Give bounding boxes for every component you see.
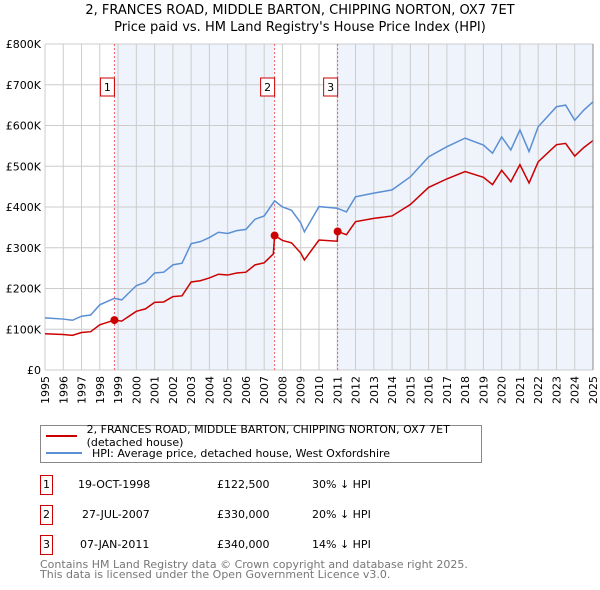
y-tick-label: £800K (6, 38, 42, 51)
y-tick-label: £700K (6, 79, 42, 92)
y-tick-label: £400K (6, 201, 42, 214)
sale-point (110, 316, 119, 325)
x-tick-label: 2008 (276, 376, 289, 404)
sale-label-box (323, 77, 339, 97)
sale-row: 1 19-OCT-1998 £122,500 30% ↓ HPI (40, 475, 440, 495)
x-tick-label: 1995 (39, 376, 52, 404)
x-tick-label: 2014 (386, 376, 399, 404)
x-tick-label: 2023 (550, 376, 563, 404)
sale-row: 2 27-JUL-2007 £330,000 20% ↓ HPI (40, 505, 440, 525)
hpi-line (44, 101, 594, 322)
x-tick-label: 2020 (496, 376, 509, 404)
x-tick-label: 2017 (441, 376, 454, 404)
x-tick-label: 2006 (240, 376, 253, 404)
sale-label: 2 (264, 81, 271, 94)
sale-hpi-diff: 30% ↓ HPI (312, 478, 371, 491)
x-tick-label: 2009 (295, 376, 308, 404)
x-tick-label: 2019 (477, 376, 490, 404)
x-tick-label: 2011 (331, 376, 344, 404)
y-tick-label: £300K (6, 242, 42, 255)
y-tick-label: £100K (6, 323, 42, 336)
sale-price: £340,000 (217, 538, 270, 551)
sale-date: 19-OCT-1998 (78, 478, 151, 491)
chart-subtitle: Price paid vs. HM Land Registry's House … (114, 20, 486, 35)
legend-item-hpi: HPI: Average price, detached house, West… (41, 445, 390, 461)
legend-label: 2, FRANCES ROAD, MIDDLE BARTON, CHIPPING… (86, 423, 450, 449)
sale-row: 3 07-JAN-2011 £340,000 14% ↓ HPI (40, 535, 440, 555)
sale-price: £122,500 (217, 478, 270, 491)
legend: 2, FRANCES ROAD, MIDDLE BARTON, CHIPPING… (40, 423, 482, 463)
x-tick-label: 1999 (112, 376, 125, 404)
property-price-line (44, 139, 594, 337)
sale-label-box (260, 77, 276, 97)
hpi-line-swatch (46, 452, 82, 454)
sale-date: 27-JUL-2007 (82, 508, 150, 521)
footer-licence: This data is licensed under the Open Gov… (40, 568, 391, 581)
x-tick-label: 2004 (203, 376, 216, 404)
sale-label: 1 (104, 81, 111, 94)
footer-copyright: Contains HM Land Registry data © Crown c… (40, 558, 468, 571)
sale-price: £330,000 (217, 508, 270, 521)
sale-label: 3 (327, 81, 334, 94)
y-tick-label: £200K (6, 283, 42, 296)
sale-point (333, 227, 342, 236)
x-tick-label: 1997 (76, 376, 89, 404)
x-tick-label: 2007 (258, 376, 271, 404)
x-tick-label: 2015 (404, 376, 417, 404)
x-tick-label: 2010 (313, 376, 326, 404)
x-tick-label: 2000 (130, 376, 143, 404)
x-tick-label: 2003 (185, 376, 198, 404)
x-tick-label: 2005 (222, 376, 235, 404)
x-tick-label: 2002 (167, 376, 180, 404)
x-tick-label: 2001 (149, 376, 162, 404)
y-tick-label: £0 (27, 364, 41, 377)
x-tick-label: 2025 (587, 376, 600, 404)
price-chart: 1995 1996 1997 1998 1999 2000 2001 2002 2003 2004… (6, 38, 600, 404)
x-tick-label: 2016 (423, 376, 436, 404)
x-tick-label: 2021 (514, 376, 527, 404)
sale-hpi-diff: 14% ↓ HPI (312, 538, 371, 551)
sale-hpi-diff: 20% ↓ HPI (312, 508, 371, 521)
legend-item-property: 2, FRANCES ROAD, MIDDLE BARTON, CHIPPING… (41, 423, 481, 449)
x-tick-label: 2018 (459, 376, 472, 404)
x-tick-label: 1996 (57, 376, 70, 404)
x-tick-label: 2013 (368, 376, 381, 404)
y-tick-label: £500K (6, 160, 42, 173)
sale-point (270, 231, 279, 240)
footer: Contains HM Land Registry data © Crown c… (40, 558, 468, 581)
chart-title: 2, FRANCES ROAD, MIDDLE BARTON, CHIPPING… (85, 3, 515, 18)
y-tick-label: £600K (6, 120, 42, 133)
sale-badge: 2 (40, 505, 53, 525)
x-tick-label: 2012 (350, 376, 363, 404)
x-tick-label: 2022 (532, 376, 545, 404)
sale-badge: 1 (40, 475, 53, 495)
sale-date: 07-JAN-2011 (80, 538, 150, 551)
x-tick-label: 1998 (94, 376, 107, 404)
property-line-swatch (46, 435, 77, 437)
x-tick-label: 2024 (569, 376, 582, 404)
sale-badge: 3 (40, 535, 53, 555)
sale-label-box (99, 77, 115, 97)
legend-label: HPI: Average price, detached house, West… (92, 446, 391, 460)
